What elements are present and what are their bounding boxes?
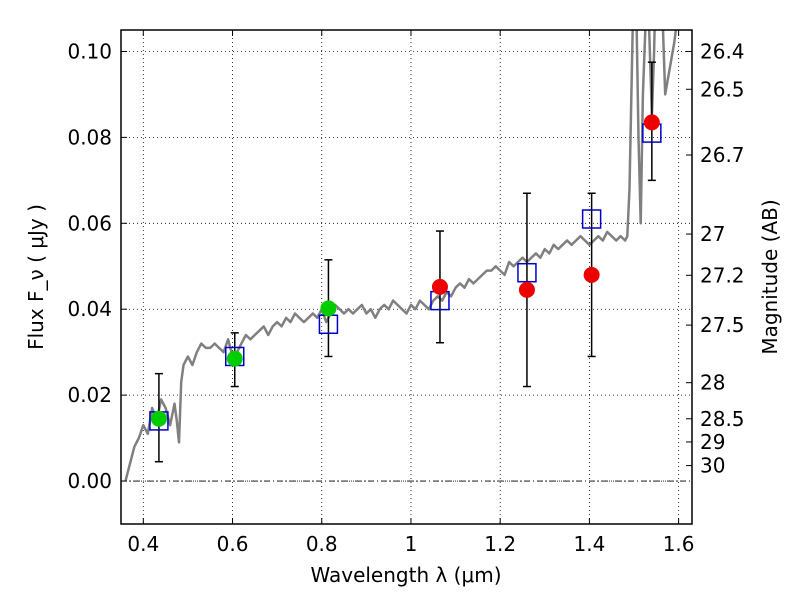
data-markers <box>149 114 662 431</box>
x-axis-title: Wavelength λ (μm) <box>310 563 501 587</box>
x-tick-label: 0.4 <box>127 532 159 556</box>
y-tick-label: 0.00 <box>67 469 112 493</box>
observed-photometry-point <box>643 114 660 131</box>
x-tick-label: 1.4 <box>573 532 605 556</box>
x-tick-label: 1 <box>405 532 418 556</box>
y-tick-label: 0.02 <box>67 383 112 407</box>
grid-lines <box>121 30 692 524</box>
mag-tick-label: 30 <box>700 454 725 478</box>
mag-tick-label: 26.4 <box>700 39 745 63</box>
y-tick-label: 0.10 <box>67 39 112 63</box>
y-tick-label: 0.06 <box>67 211 112 235</box>
mag-tick-label: 29 <box>700 430 725 454</box>
x-tick-label: 1.2 <box>484 532 516 556</box>
plot-frame <box>120 29 693 525</box>
y2-axis-title: Magnitude (AB) <box>758 199 782 354</box>
x-tick-label: 0.6 <box>217 532 249 556</box>
x-tick-label: 0.8 <box>306 532 338 556</box>
y-axis-title: Flux F_ν ( μJy ) <box>24 204 48 350</box>
axis-ticks: 0.4 0.6 0.8 1 1.2 1.4 1.6 0.00 0.02 0.04 0.06 0.08 0… <box>67 30 745 556</box>
mag-tick-label: 28 <box>700 371 725 395</box>
observed-photometry-point <box>431 278 448 295</box>
mag-tick-label: 27 <box>700 222 725 246</box>
y-tick-label: 0.08 <box>67 125 112 149</box>
observed-photometry-point <box>150 410 167 427</box>
mag-tick-label: 27.5 <box>700 313 745 337</box>
observed-photometry-point <box>583 266 600 283</box>
model-photometry-point <box>581 209 602 229</box>
x-tick-label: 1.6 <box>663 532 695 556</box>
observed-photometry-point <box>320 300 337 317</box>
model-sed-series <box>124 30 678 482</box>
error-bars <box>154 61 656 463</box>
mag-tick-label: 28.5 <box>700 407 745 431</box>
model-photometry-point <box>517 262 537 283</box>
mag-tick-label: 27.2 <box>700 263 745 287</box>
mag-tick-label: 26.5 <box>700 77 745 101</box>
y-tick-label: 0.04 <box>67 297 112 321</box>
observed-photometry-point <box>518 281 535 298</box>
observed-photometry-point <box>226 350 243 367</box>
model-sed-line <box>124 30 678 482</box>
mag-tick-label: 26.7 <box>700 143 745 167</box>
